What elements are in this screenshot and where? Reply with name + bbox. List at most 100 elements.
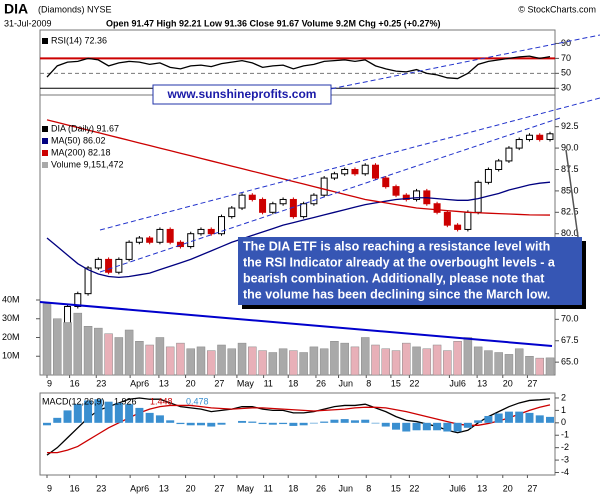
legend-entry: 1.448 [150,396,173,406]
y-tick-label: 80.0 [561,228,579,238]
bar [514,348,524,376]
bar [135,341,144,376]
candle [207,228,215,235]
bar [330,341,339,376]
bar [340,342,349,376]
y-tick-label: -4 [561,467,569,477]
bar [453,341,462,376]
legend-swatch [42,162,48,168]
candle [218,216,226,235]
bar [73,312,83,376]
bar [412,346,421,376]
bar [135,407,144,423]
bar [535,415,544,423]
bar [402,342,411,376]
x-tick-label: 16 [70,378,80,388]
y-tick-label: 90.0 [561,142,579,152]
macd-panel [39,392,556,476]
bar [268,422,277,425]
y-tick-label: 90 [561,38,571,48]
candle [74,293,82,307]
bar [443,350,452,376]
x-tick-label: May [237,483,255,493]
bar [176,422,185,425]
y-tick-label: 0 [561,417,566,427]
candle [259,198,267,213]
y-tick-label: 92.5 [561,121,579,131]
x-tick-label: 27 [527,483,537,493]
bar [494,352,503,376]
candle [330,173,338,179]
y-tick-label: 2 [561,392,566,402]
bar [361,419,370,423]
x-tick-label: 26 [316,483,326,493]
x-tick-label: 20 [186,483,196,493]
candle [382,177,390,188]
candle [525,134,533,141]
y-tick-label: 65.0 [561,357,579,367]
series-line [46,397,551,456]
bar [484,415,493,423]
bar [248,346,257,376]
candle [515,139,523,149]
note-line: The DIA ETF is also reaching a resistanc… [243,239,550,253]
x-tick-label: 8 [366,378,371,388]
bar [53,417,62,423]
quote: Open 91.47 High 92.21 Low 91.36 Close 91… [106,18,440,28]
channel-top [299,34,600,96]
bar [227,348,237,376]
symbol-name: (Diamonds) NYSE [38,4,112,14]
bar [443,422,452,432]
note-box [238,237,582,305]
candle [64,305,72,325]
candle [248,194,256,200]
bar [360,337,370,376]
x-tick-label: 20 [503,483,513,493]
website-box [152,84,332,105]
bar [392,422,401,430]
bar [484,350,493,376]
legend-swatch [42,126,48,132]
y-tick-label: 70 [561,53,571,63]
bar [166,420,175,423]
candle [413,190,421,200]
x-tick-label: 18 [288,483,298,493]
candle [536,134,544,141]
legend-entry: MA(200) 82.18 [51,147,111,157]
legend-entry: 0.478 [186,396,209,406]
bar [350,346,360,376]
candle [546,133,554,141]
bar [53,318,62,376]
bar [217,422,226,425]
candle [433,203,441,213]
bar [63,410,72,423]
bar [371,344,380,376]
candle [484,168,492,183]
bar [381,348,391,376]
series-line [46,119,551,216]
bar [176,342,185,376]
panel-title: MACD(12,26,9) [42,396,105,406]
bar [525,356,534,376]
bar [463,422,472,428]
pointer-line [565,149,579,238]
bar [155,415,164,423]
bar [165,346,175,376]
bar [299,422,308,426]
candle [320,177,328,196]
candle [146,237,154,243]
bar [402,422,411,432]
candle [505,147,513,162]
bar [84,400,93,423]
candle [443,211,451,226]
candle [269,203,277,213]
candle [351,168,359,175]
x-tick-label: 13 [159,483,169,493]
bar [391,350,401,376]
x-tick-label: 23 [96,378,106,388]
bar [545,357,555,376]
candle [361,164,369,175]
x-tick-label: 27 [214,483,224,493]
